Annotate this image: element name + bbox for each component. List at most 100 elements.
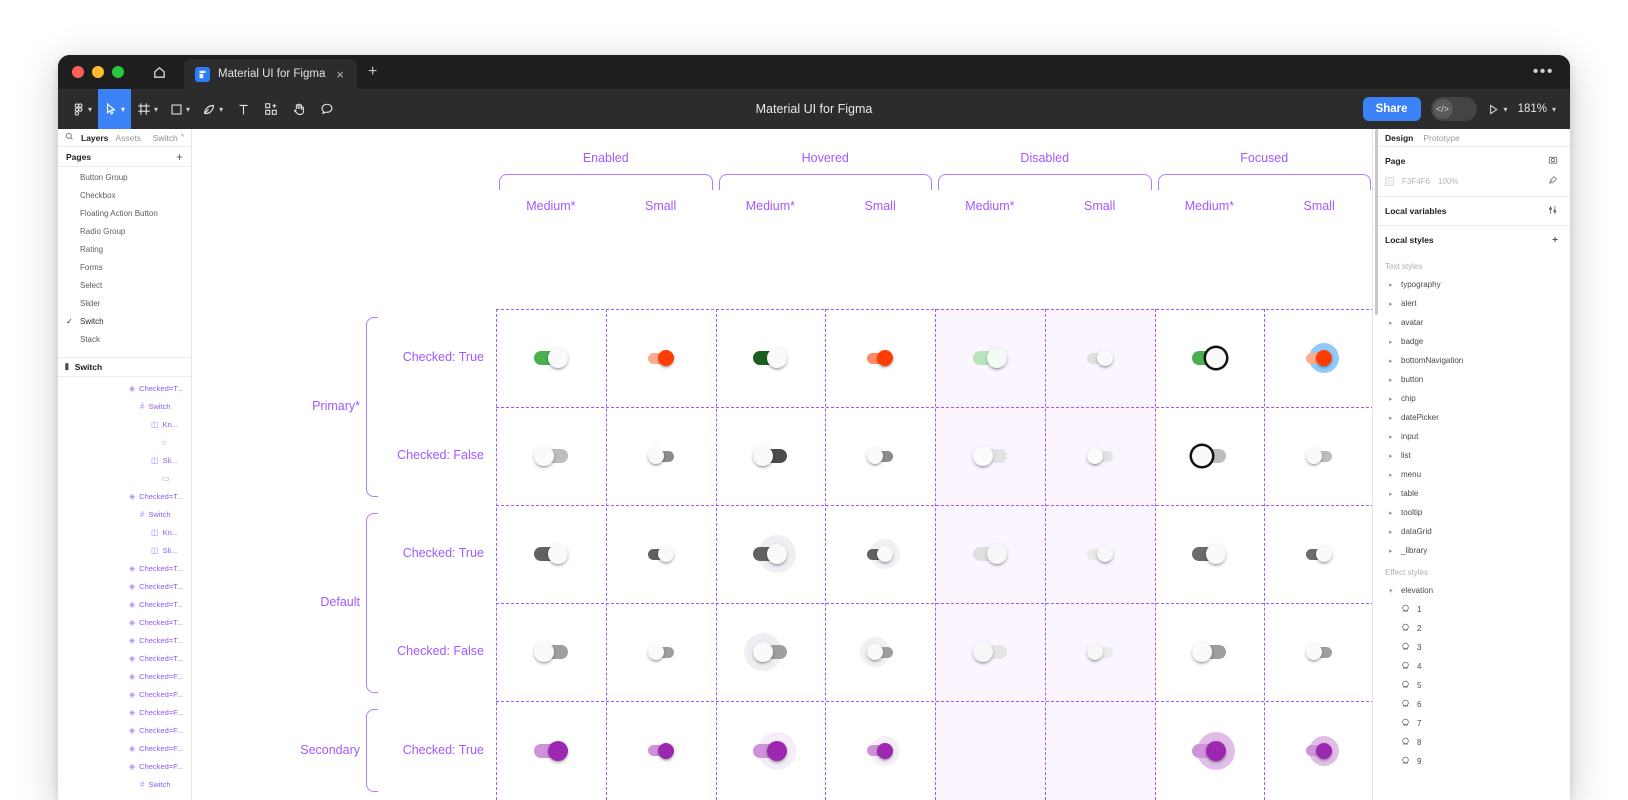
switch-control[interactable] [857,735,903,766]
switch-control[interactable] [857,637,903,667]
switch-control[interactable] [638,343,684,373]
switch-cell[interactable] [1264,309,1372,407]
frame-tool-button[interactable]: ▾ [131,89,164,129]
switch-control[interactable] [1077,441,1123,471]
effect-style-item[interactable]: 5 [1373,676,1570,695]
share-button[interactable]: Share [1362,97,1421,121]
pen-tool-button[interactable]: ▾ [196,89,229,129]
page-item[interactable]: ✓ Switch [58,312,191,330]
switch-control[interactable] [857,539,903,569]
layer-item[interactable]: ◈ Checked=T... [58,379,191,397]
switch-cell[interactable] [1264,505,1372,603]
switch-cell[interactable] [496,407,606,505]
layer-item[interactable]: ◫ Kn... [58,415,191,433]
switch-cell[interactable] [825,407,935,505]
design-canvas[interactable]: Enabled Hovered Disabled Focused Medium* Smal… [192,129,1372,800]
dev-mode-toggle[interactable]: </> [1430,97,1477,121]
text-style-item[interactable]: ▸ menu [1373,465,1570,484]
switch-control[interactable] [522,339,580,377]
layer-item[interactable]: # Switch [58,775,191,793]
switch-control[interactable] [1296,735,1342,766]
layers-root-item[interactable]: ⦀ Switch [58,357,191,377]
text-style-item[interactable]: ▸ button [1373,370,1570,389]
layer-item[interactable]: ◈ Checked=T... [58,487,191,505]
switch-cell[interactable] [716,505,826,603]
switch-cell[interactable] [606,505,716,603]
minimize-window-button[interactable] [92,66,104,78]
switch-control[interactable] [638,441,684,471]
switch-cell[interactable] [1155,603,1265,701]
effect-style-item[interactable]: 8 [1373,733,1570,752]
page-item[interactable]: Forms [58,258,191,276]
switch-control[interactable] [1180,633,1238,671]
layer-item[interactable]: ◈ Checked=T... [58,595,191,613]
switch-cell[interactable] [1045,309,1155,407]
switch-control[interactable] [1296,441,1342,471]
switch-control[interactable] [741,535,799,573]
search-icon[interactable] [65,132,74,143]
switch-control[interactable] [1077,539,1123,569]
switch-cell[interactable] [1155,407,1265,505]
switch-control[interactable] [857,343,903,373]
layer-item[interactable]: ◈ Checked=F... [58,703,191,721]
page-fill-hex[interactable]: F3F4F6 [1402,176,1431,186]
page-item[interactable]: Rating [58,240,191,258]
page-fill-swatch[interactable] [1385,176,1394,186]
switch-control[interactable] [741,633,799,671]
home-icon[interactable] [138,55,180,89]
close-icon[interactable]: × [336,66,344,82]
switch-cell[interactable] [1155,505,1265,603]
text-style-item[interactable]: ▸ bottomNavigation [1373,351,1570,370]
text-style-item[interactable]: ▸ dataGrid [1373,522,1570,541]
switch-control[interactable] [522,732,580,770]
effect-style-item[interactable]: 3 [1373,638,1570,657]
text-style-item[interactable]: ▸ datePicker [1373,408,1570,427]
switch-cell[interactable] [1264,701,1372,800]
effect-style-item[interactable]: 1 [1373,600,1570,619]
layer-item[interactable]: ◫ Sli... [58,451,191,469]
effect-style-item[interactable]: 4 [1373,657,1570,676]
switch-control[interactable] [741,339,799,377]
move-tool-button[interactable]: ▾ [98,89,132,129]
switch-cell[interactable] [606,309,716,407]
switch-control[interactable] [741,437,799,475]
page-fill-opacity[interactable]: 100% [1438,176,1459,186]
switch-control[interactable] [1296,637,1342,667]
layer-item[interactable]: ▭ [58,469,191,487]
page-item[interactable]: Select [58,276,191,294]
tab-assets[interactable]: Assets [115,132,141,143]
text-style-item[interactable]: ▸ table [1373,484,1570,503]
comment-tool-button[interactable] [313,89,341,129]
switch-cell[interactable] [1045,505,1155,603]
switch-cell[interactable] [716,701,826,800]
page-item[interactable]: Floating Action Button [58,204,191,222]
branch-selector[interactable]: Switch ^ [153,133,184,143]
switch-cell[interactable] [1155,309,1265,407]
effect-style-item[interactable]: 2 [1373,619,1570,638]
layer-item[interactable]: ◈ Checked=F... [58,667,191,685]
text-style-item[interactable]: ▸ alert [1373,294,1570,313]
text-style-item[interactable]: ▸ badge [1373,332,1570,351]
text-style-item[interactable]: ▸ tooltip [1373,503,1570,522]
switch-cell[interactable] [825,603,935,701]
switch-cell[interactable] [716,407,826,505]
switch-control[interactable] [1296,539,1342,569]
sliders-icon[interactable] [1548,205,1558,218]
switch-cell[interactable] [1155,701,1265,800]
switch-control[interactable] [1077,637,1123,667]
switch-cell[interactable] [496,603,606,701]
switch-cell[interactable] [606,701,716,800]
layer-item[interactable]: ◈ Checked=T... [58,577,191,595]
switch-cell[interactable] [935,505,1045,603]
layer-item[interactable]: # Switch [58,397,191,415]
switch-cell[interactable] [1264,407,1372,505]
switch-control[interactable] [522,633,580,671]
switch-control[interactable] [961,339,1019,377]
switch-cell[interactable] [716,603,826,701]
layer-item[interactable]: ◈ Checked=T... [58,559,191,577]
switch-control[interactable] [638,637,684,667]
switch-control[interactable] [961,535,1019,573]
add-page-button[interactable]: + [175,149,183,164]
switch-cell[interactable] [1045,603,1155,701]
text-style-item[interactable]: ▸ list [1373,446,1570,465]
